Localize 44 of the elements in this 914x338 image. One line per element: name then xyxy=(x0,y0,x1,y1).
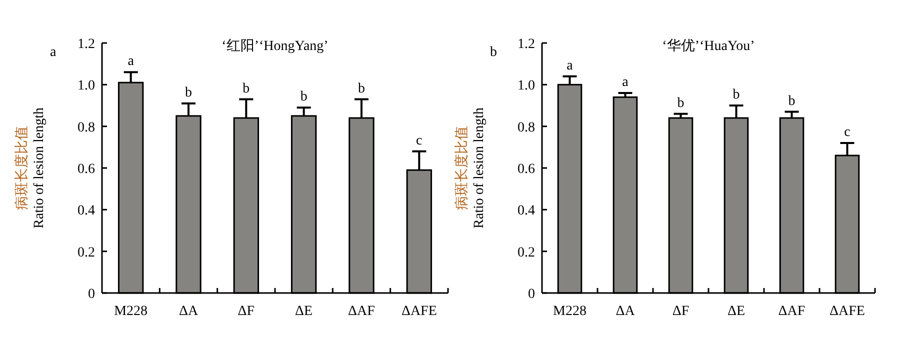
text: b xyxy=(490,45,497,60)
y-axis-title: 病斑长度比值 Ratio of lesion length xyxy=(14,108,47,228)
x-tick-label: ΔAF xyxy=(778,304,806,319)
x-tick-label: ΔA xyxy=(616,304,636,319)
y-tick-label: 1.2 xyxy=(518,37,535,52)
y-tick-label: 0.8 xyxy=(78,120,95,136)
x-tick-label: ΔF xyxy=(238,304,255,319)
y-tick-label: 0.2 xyxy=(518,245,535,260)
y-tick-label: 1.2 xyxy=(78,37,95,52)
annotation: b xyxy=(300,90,308,105)
annotation: b xyxy=(358,81,365,96)
annotation: b xyxy=(788,94,796,109)
y-tick-label: 0.6 xyxy=(78,162,95,177)
x-tick-label: ΔF xyxy=(672,304,690,319)
annotation: c xyxy=(416,133,422,148)
annotation: b xyxy=(677,96,684,111)
y-tick-label: 0.6 xyxy=(518,162,535,177)
annotation: b xyxy=(242,81,250,96)
x-tick-label: ΔAFE xyxy=(401,304,437,319)
x-tick-label: M228 xyxy=(553,304,586,319)
x-tick-label: M228 xyxy=(114,304,148,319)
x-tick-label: ΔE xyxy=(295,304,313,319)
y-tick-label: 1.0 xyxy=(518,78,535,94)
y-tick-label: 0.8 xyxy=(518,120,535,136)
chart-title: ‘红阳’‘HongYang’ xyxy=(222,38,328,54)
y-tick-label: 0.4 xyxy=(518,204,535,219)
x-tick-label: ΔAFE xyxy=(830,304,865,319)
annotation: b xyxy=(732,88,740,102)
annotation: a xyxy=(622,75,630,90)
y-tick-label: 0.2 xyxy=(78,245,95,260)
chart-title: ‘华优’‘HuaYou’ xyxy=(662,38,755,54)
annotation: a xyxy=(566,58,574,74)
text: a xyxy=(50,45,57,60)
y-tick-label: 0 xyxy=(528,287,535,302)
y-axis-title: 病斑长度比值 Ratio of lesion length xyxy=(454,108,487,228)
y-tick-label: 0.4 xyxy=(78,204,95,219)
annotation: c xyxy=(844,125,850,140)
annotation: b xyxy=(185,85,192,100)
x-tick-label: ΔE xyxy=(727,304,746,319)
x-tick-label: ΔAF xyxy=(348,304,376,319)
annotation: a xyxy=(128,54,135,70)
y-tick-label: 0 xyxy=(88,287,95,302)
y-tick-label: 1.0 xyxy=(78,78,95,94)
x-tick-label: ΔA xyxy=(178,304,199,319)
